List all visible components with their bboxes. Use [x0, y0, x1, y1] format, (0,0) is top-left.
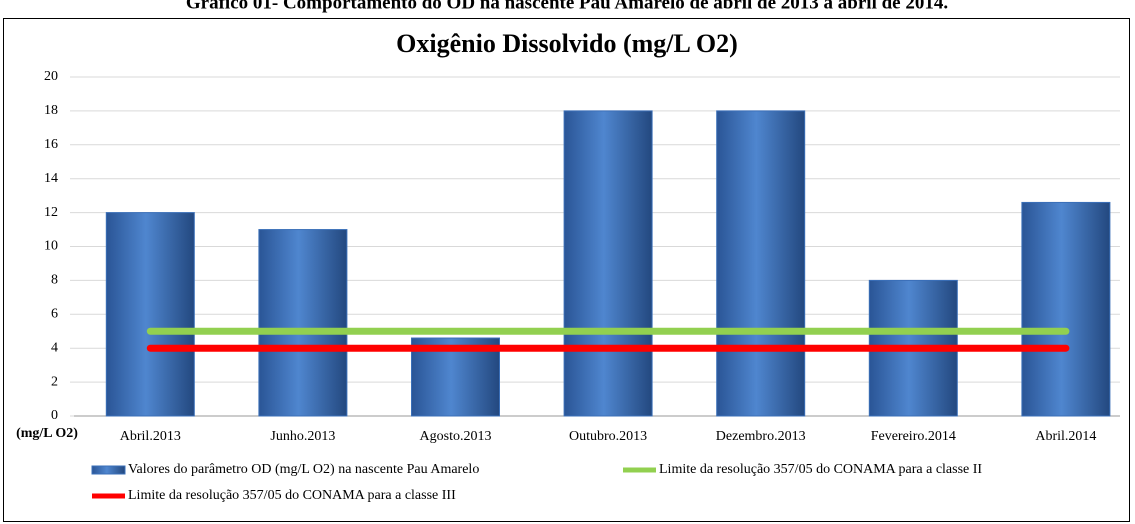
y-tick-label: 14 — [44, 171, 58, 186]
x-tick-label: Dezembro.2013 — [716, 429, 806, 444]
y-tick-label: 12 — [44, 205, 58, 220]
legend-label: Limite da resolução 357/05 do CONAMA par… — [659, 462, 982, 477]
bar — [258, 229, 348, 417]
legend-swatch — [91, 465, 126, 475]
legend-label: Valores do parâmetro OD (mg/L O2) na nas… — [128, 462, 479, 477]
x-tick-label: Fevereiro.2014 — [871, 429, 956, 444]
x-tick-label: Junho.2013 — [270, 429, 335, 444]
y-tick-label: 2 — [51, 374, 58, 389]
x-tick-label: Outubro.2013 — [569, 429, 647, 444]
x-tick-label: Agosto.2013 — [420, 429, 492, 444]
y-tick-label: 0 — [51, 408, 58, 423]
legend-label: Limite da resolução 357/05 do CONAMA par… — [128, 488, 456, 503]
x-tick-label: Abril.2013 — [120, 429, 181, 444]
bar — [105, 212, 195, 417]
y-tick-label: 6 — [51, 307, 58, 322]
caption: Gráfico 01- Comportamento do OD na nasce… — [186, 0, 948, 13]
y-axis-label: (mg/L O2) — [16, 426, 78, 441]
y-tick-label: 16 — [44, 137, 58, 152]
y-tick-label: 4 — [51, 340, 58, 355]
bar — [563, 110, 653, 417]
y-tick-label: 20 — [44, 69, 58, 84]
chart-border — [3, 18, 1130, 522]
x-tick-label: Abril.2014 — [1035, 429, 1096, 444]
y-tick-label: 10 — [44, 239, 58, 254]
y-tick-label: 18 — [44, 103, 58, 118]
bar — [716, 110, 806, 417]
bar — [1021, 201, 1111, 417]
y-tick-label: 8 — [51, 273, 58, 288]
chart-title: Oxigênio Dissolvido (mg/L O2) — [396, 29, 738, 58]
